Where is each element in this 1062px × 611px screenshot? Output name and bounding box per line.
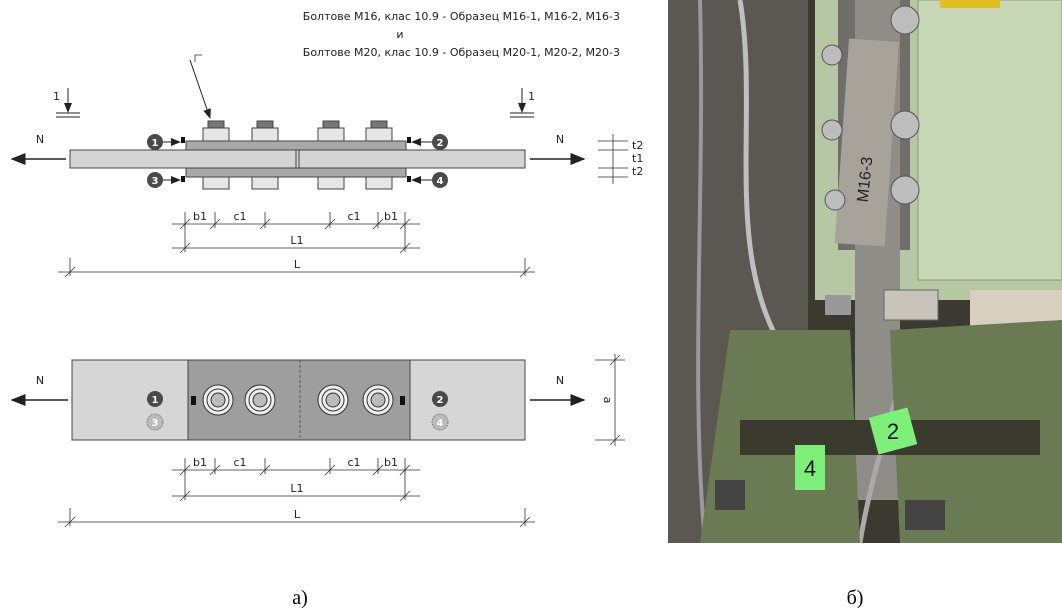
rect <box>715 480 745 510</box>
circle <box>891 6 919 34</box>
rect <box>181 137 185 143</box>
sensor-label: 1 <box>152 138 159 149</box>
sensor-label: 2 <box>437 395 444 406</box>
dim-label: b1 <box>193 210 207 223</box>
section-marks: 1 1 <box>53 88 535 117</box>
dim-label: L1 <box>290 482 303 495</box>
rect <box>918 0 1062 280</box>
force-label: N <box>556 133 564 146</box>
line <box>190 60 210 118</box>
thickness-label: t2 <box>632 165 643 178</box>
circle <box>326 393 340 407</box>
rect <box>257 121 273 128</box>
rect <box>186 141 406 150</box>
thickness-label: t2 <box>632 139 643 152</box>
photo: M16-3 4 2 <box>668 0 1062 543</box>
rect <box>252 128 278 141</box>
dim-label: c1 <box>233 456 246 469</box>
sensor-label: 2 <box>437 138 444 149</box>
rect <box>940 0 1000 8</box>
thickness-label: t1 <box>632 152 643 165</box>
dim-label: L <box>294 258 301 271</box>
caption: б) <box>847 587 864 609</box>
rect <box>181 176 185 182</box>
force-label: N <box>556 374 564 387</box>
rect <box>318 177 344 189</box>
circle <box>253 393 267 407</box>
polyline <box>195 55 202 62</box>
rect <box>208 121 224 128</box>
circle <box>822 120 842 140</box>
section-label: 1 <box>53 90 60 103</box>
dim-label: c1 <box>347 210 360 223</box>
plan: 1 3 2 4 N N a <box>12 354 625 446</box>
circle <box>371 393 385 407</box>
circle <box>211 393 225 407</box>
dim-label: c1 <box>347 456 360 469</box>
rect <box>400 396 405 405</box>
dim-label: L <box>294 508 301 521</box>
circle <box>825 190 845 210</box>
dim-label: b1 <box>384 210 398 223</box>
page: Болтове М16, клас 10.9 - Образец М16-1, … <box>0 0 1062 611</box>
circle <box>891 111 919 139</box>
circle <box>891 176 919 204</box>
sensor-label: 4 <box>437 418 444 429</box>
rect <box>186 168 406 177</box>
rect <box>366 177 392 189</box>
dim-label: L1 <box>290 234 303 247</box>
rect <box>371 121 387 128</box>
rect <box>825 295 851 315</box>
rect <box>407 137 411 143</box>
rect <box>407 176 411 182</box>
title-line: Болтове М16, клас 10.9 - Образец М16-1, … <box>303 10 620 23</box>
sensor-label: 1 <box>152 395 159 406</box>
g <box>598 134 628 184</box>
rect <box>366 128 392 141</box>
sensor-label: 4 <box>437 176 444 187</box>
dim-label: a <box>601 397 614 404</box>
circle <box>822 45 842 65</box>
sensor-tag: 4 <box>804 456 816 481</box>
sensor-label: 3 <box>152 418 159 429</box>
title-line: Болтове М20, клас 10.9 - Образец М20-1, … <box>303 46 620 59</box>
elevation: 1 2 3 4 N N t2 t1 t2 <box>12 121 643 189</box>
title-line: и <box>396 28 403 41</box>
dim-label: b1 <box>193 456 207 469</box>
rect <box>884 290 938 320</box>
rect <box>905 500 945 530</box>
rect <box>252 177 278 189</box>
caption: а) <box>292 587 308 609</box>
rect <box>191 396 196 405</box>
sensor-label: 3 <box>152 176 159 187</box>
dim-label: b1 <box>384 456 398 469</box>
sensor-tag: 2 <box>887 419 899 444</box>
rect <box>318 128 344 141</box>
force-label: N <box>36 133 44 146</box>
force-label: N <box>36 374 44 387</box>
rect <box>203 128 229 141</box>
rect <box>323 121 339 128</box>
rect <box>203 177 229 189</box>
rect <box>70 150 525 168</box>
section-label: 1 <box>528 90 535 103</box>
title: Болтове М16, клас 10.9 - Образец М16-1, … <box>190 10 620 118</box>
dim-label: c1 <box>233 210 246 223</box>
